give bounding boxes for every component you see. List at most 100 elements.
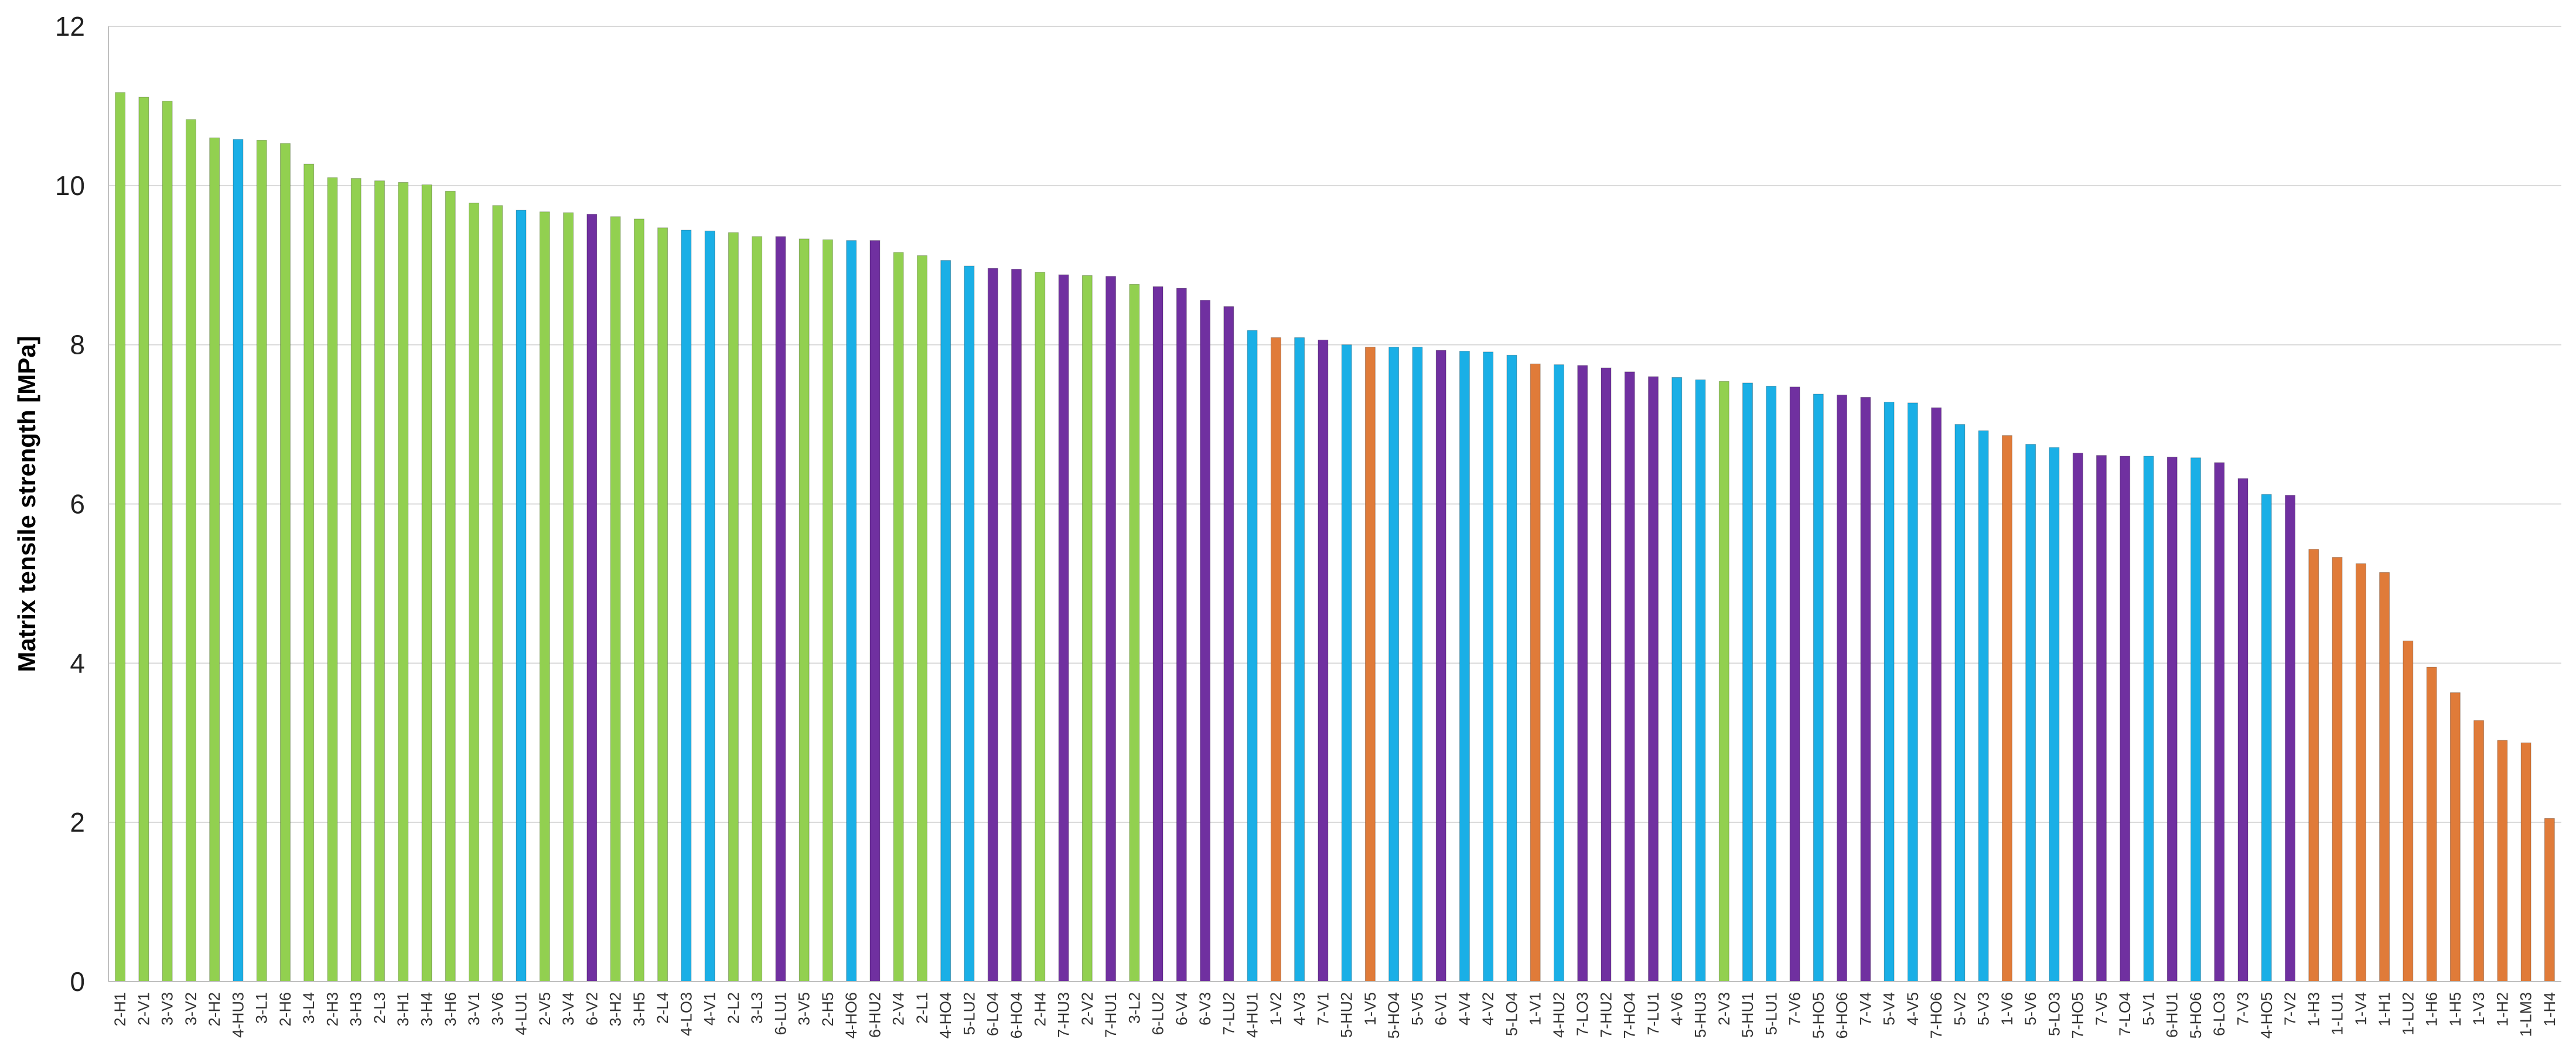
bar <box>1081 275 1093 982</box>
bar <box>1435 350 1446 982</box>
bar <box>917 255 927 982</box>
x-tick-label: 7-HO5 <box>2069 992 2087 1039</box>
bar <box>1270 337 1281 982</box>
bar <box>2473 720 2485 982</box>
x-tick-label: 4-V4 <box>1456 992 1473 1026</box>
bar <box>563 212 574 982</box>
bar <box>1459 351 1470 982</box>
bar <box>2355 563 2366 982</box>
bar <box>893 252 904 982</box>
x-tick-label: 7-HO6 <box>1927 992 1945 1039</box>
x-tick-label: 1-LM3 <box>2517 992 2535 1037</box>
bar <box>1813 394 1824 982</box>
x-tick-label: 7-HU2 <box>1597 992 1615 1038</box>
y-tick-label: 0 <box>70 966 85 997</box>
x-tick-label: 1-H6 <box>2423 992 2441 1027</box>
x-tick-label: 3-H6 <box>442 992 459 1027</box>
bars <box>115 92 2555 982</box>
x-tick-label: 6-HO4 <box>1008 992 1025 1039</box>
bar <box>1671 377 1683 982</box>
bar <box>1388 347 1400 982</box>
bar <box>256 139 267 982</box>
x-tick-label: 2-V3 <box>1715 992 1733 1026</box>
y-tick-label: 4 <box>70 648 85 678</box>
bar <box>2001 435 2012 982</box>
bar <box>1223 306 1234 982</box>
bar <box>1106 276 1116 982</box>
x-tick-label: 5-LO3 <box>2045 992 2063 1036</box>
y-tick-label: 10 <box>55 170 85 201</box>
x-tick-label: 5-V4 <box>1881 992 1898 1026</box>
x-tick-label: 4-HO5 <box>2258 992 2275 1039</box>
bar <box>1341 344 1352 982</box>
x-tick-label: 4-V1 <box>701 992 719 1026</box>
x-tick-label: 1-H4 <box>2541 992 2558 1027</box>
bar <box>1129 283 1140 982</box>
x-tick-label: 7-HU1 <box>1102 992 1120 1038</box>
bar <box>2072 453 2083 982</box>
x-tick-label: 1-V1 <box>1527 992 1544 1026</box>
bar <box>1954 424 1966 982</box>
x-tick-label: 1-V3 <box>2470 992 2488 1026</box>
x-tick-label: 1-V4 <box>2352 992 2370 1026</box>
x-tick-label: 1-V5 <box>1362 992 1379 1026</box>
x-tick-label: 2-H3 <box>323 992 341 1027</box>
bar <box>1624 371 1635 982</box>
bar <box>1695 379 1706 982</box>
x-tick-label: 2-H1 <box>111 992 129 1027</box>
bar <box>940 260 951 982</box>
bar <box>1176 288 1187 982</box>
x-tick-label: 4-V5 <box>1904 992 1922 1026</box>
x-tick-label: 4-HO6 <box>842 992 860 1039</box>
y-tick-label: 2 <box>70 807 85 838</box>
bar <box>2237 478 2249 982</box>
x-tick-label: 5-HU2 <box>1338 992 1356 1038</box>
x-tick-label: 2-L2 <box>725 992 742 1024</box>
x-tick-label: 4-HU3 <box>229 992 247 1038</box>
bar <box>1247 330 1258 982</box>
bar <box>469 203 479 982</box>
bar <box>1530 363 1541 982</box>
y-axis-label: Matrix tensile strength [MPa] <box>13 336 40 672</box>
bar <box>162 101 173 982</box>
x-tick-label: 3-L3 <box>748 992 766 1024</box>
x-tick-label: 5-V5 <box>1408 992 1426 1026</box>
bar <box>303 163 315 982</box>
bar <box>964 265 975 982</box>
bar <box>2261 494 2272 982</box>
bar <box>1931 407 1942 982</box>
bar <box>822 239 833 982</box>
bar <box>1318 340 1329 982</box>
x-tick-label: 1-H5 <box>2447 992 2464 1027</box>
x-tick-label: 1-H1 <box>2376 992 2393 1027</box>
x-tick-label: 7-V5 <box>2093 992 2110 1026</box>
bar <box>327 177 338 982</box>
x-tick-label: 3-H2 <box>607 992 625 1027</box>
bar <box>2379 572 2390 982</box>
x-tick-label: 6-HO6 <box>1833 992 1851 1039</box>
x-tick-label: 5-V3 <box>1975 992 1992 1026</box>
x-tick-label: 6-V2 <box>583 992 601 1026</box>
bar <box>1058 274 1069 982</box>
x-tick-label: 1-H3 <box>2305 992 2322 1027</box>
bar <box>1718 381 1729 982</box>
x-tick-label: 2-H4 <box>1031 992 1049 1027</box>
bar <box>1601 367 1612 982</box>
x-tick-label: 2-H2 <box>206 992 223 1027</box>
x-tick-label: 7-LO4 <box>2116 992 2134 1036</box>
bar <box>2214 462 2225 982</box>
bar <box>1200 300 1211 982</box>
x-axis-ticks: 2-H1 2-V1 3-V3 3-V2 2-H2 4-HU3 3-L1 2-H6 3-L4 2-H… <box>111 992 2558 1039</box>
bar <box>2120 456 2131 982</box>
bar <box>421 184 432 982</box>
x-tick-label: 3-L2 <box>1125 992 1143 1024</box>
bar <box>2403 640 2414 982</box>
bar <box>350 178 361 982</box>
x-tick-label: 5-LU1 <box>1762 992 1780 1035</box>
bar <box>2096 455 2107 982</box>
bar <box>1152 286 1164 982</box>
bar <box>2191 457 2201 982</box>
x-tick-label: 6-V3 <box>1196 992 1214 1026</box>
bar <box>539 211 550 982</box>
bar <box>2143 456 2154 982</box>
